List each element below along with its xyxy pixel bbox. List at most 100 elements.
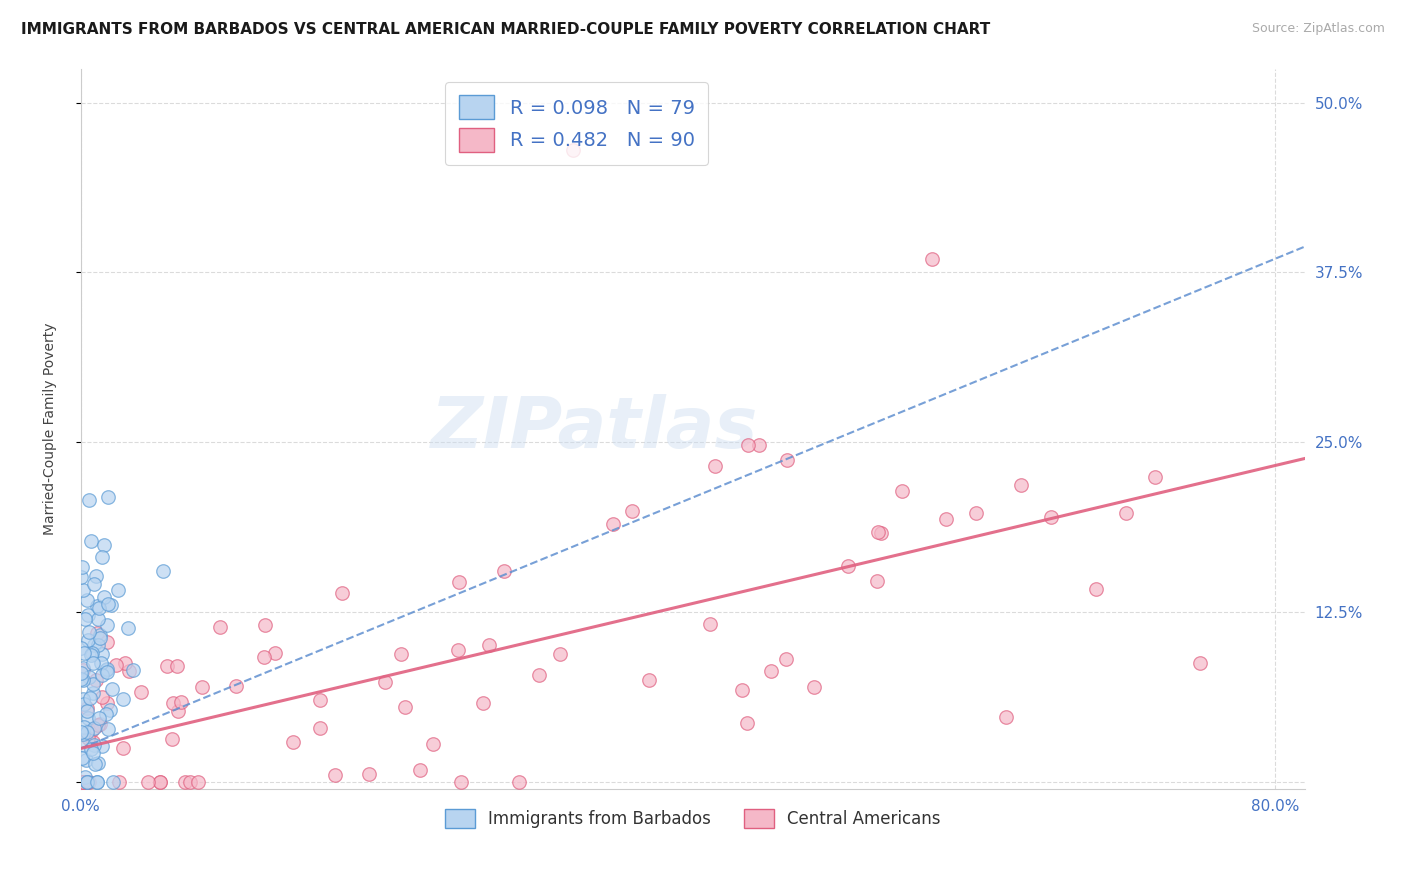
Point [866, 525, 889, 540]
Point [77, 711, 100, 725]
Point [136, 775, 159, 789]
Point [77, 670, 100, 684]
Point [89, 631, 111, 645]
Point [77, 731, 100, 745]
Point [86, 775, 108, 789]
Point [76, 775, 98, 789]
Point [170, 695, 193, 709]
Point [96, 665, 118, 680]
Point [935, 512, 957, 526]
Point [759, 665, 782, 679]
Point [152, 564, 174, 578]
Point [149, 775, 172, 789]
Point [149, 775, 172, 789]
Point [529, 667, 551, 681]
Point [83, 738, 105, 752]
Point [97, 490, 120, 504]
Point [995, 710, 1018, 724]
Point [107, 775, 129, 789]
Point [75, 753, 97, 767]
Point [77, 608, 100, 623]
Point [80, 534, 103, 549]
Point [1144, 470, 1167, 484]
Point [75, 612, 97, 626]
Point [91, 647, 114, 661]
Y-axis label: Married-Couple Family Poverty: Married-Couple Family Poverty [44, 323, 58, 535]
Text: IMMIGRANTS FROM BARBADOS VS CENTRAL AMERICAN MARRIED-COUPLE FAMILY POVERTY CORRE: IMMIGRANTS FROM BARBADOS VS CENTRAL AMER… [21, 22, 990, 37]
Point [76, 701, 98, 715]
Point [82, 746, 104, 760]
Point [114, 656, 136, 670]
Point [91, 668, 114, 682]
Point [389, 647, 412, 661]
Point [107, 583, 129, 598]
Point [70, 751, 93, 765]
Point [118, 664, 141, 678]
Point [79, 742, 101, 756]
Point [866, 574, 889, 588]
Point [82, 677, 104, 691]
Point [450, 775, 472, 789]
Point [96, 707, 118, 722]
Point [87, 638, 110, 652]
Point [76, 724, 98, 739]
Point [98, 703, 121, 717]
Point [93, 590, 115, 604]
Point [72, 775, 94, 789]
Point [870, 525, 893, 540]
Point [494, 564, 516, 578]
Point [965, 506, 987, 520]
Point [96, 661, 118, 675]
Point [160, 732, 183, 747]
Point [309, 721, 332, 735]
Point [83, 577, 105, 591]
Point [357, 767, 380, 781]
Point [80, 723, 103, 738]
Point [174, 775, 197, 789]
Point [83, 638, 105, 652]
Point [91, 549, 114, 564]
Point [87, 612, 110, 626]
Point [87, 710, 110, 724]
Point [73, 698, 96, 712]
Point [90, 739, 112, 753]
Point [76, 593, 98, 607]
Point [422, 737, 444, 751]
Point [283, 735, 305, 749]
Point [1084, 582, 1107, 596]
Point [162, 696, 184, 710]
Point [471, 696, 494, 710]
Point [748, 438, 770, 452]
Point [82, 686, 104, 700]
Text: ZIPatlas: ZIPatlas [432, 394, 758, 463]
Point [562, 143, 585, 157]
Point [79, 648, 101, 663]
Point [103, 775, 125, 789]
Point [90, 656, 112, 670]
Point [86, 775, 108, 789]
Point [77, 492, 100, 507]
Point [77, 775, 100, 789]
Point [112, 740, 135, 755]
Point [112, 691, 135, 706]
Point [117, 621, 139, 635]
Point [332, 585, 354, 599]
Legend: Immigrants from Barbados, Central Americans: Immigrants from Barbados, Central Americ… [437, 803, 948, 835]
Point [96, 635, 118, 649]
Point [97, 722, 120, 736]
Point [86, 625, 108, 640]
Point [1039, 510, 1062, 524]
Point [921, 252, 943, 266]
Point [478, 638, 501, 652]
Point [82, 656, 104, 670]
Point [548, 648, 571, 662]
Point [89, 628, 111, 642]
Point [803, 681, 825, 695]
Point [890, 484, 912, 499]
Point [409, 763, 432, 777]
Point [100, 599, 122, 613]
Point [93, 538, 115, 552]
Point [82, 735, 104, 749]
Point [69, 724, 91, 739]
Point [73, 719, 96, 733]
